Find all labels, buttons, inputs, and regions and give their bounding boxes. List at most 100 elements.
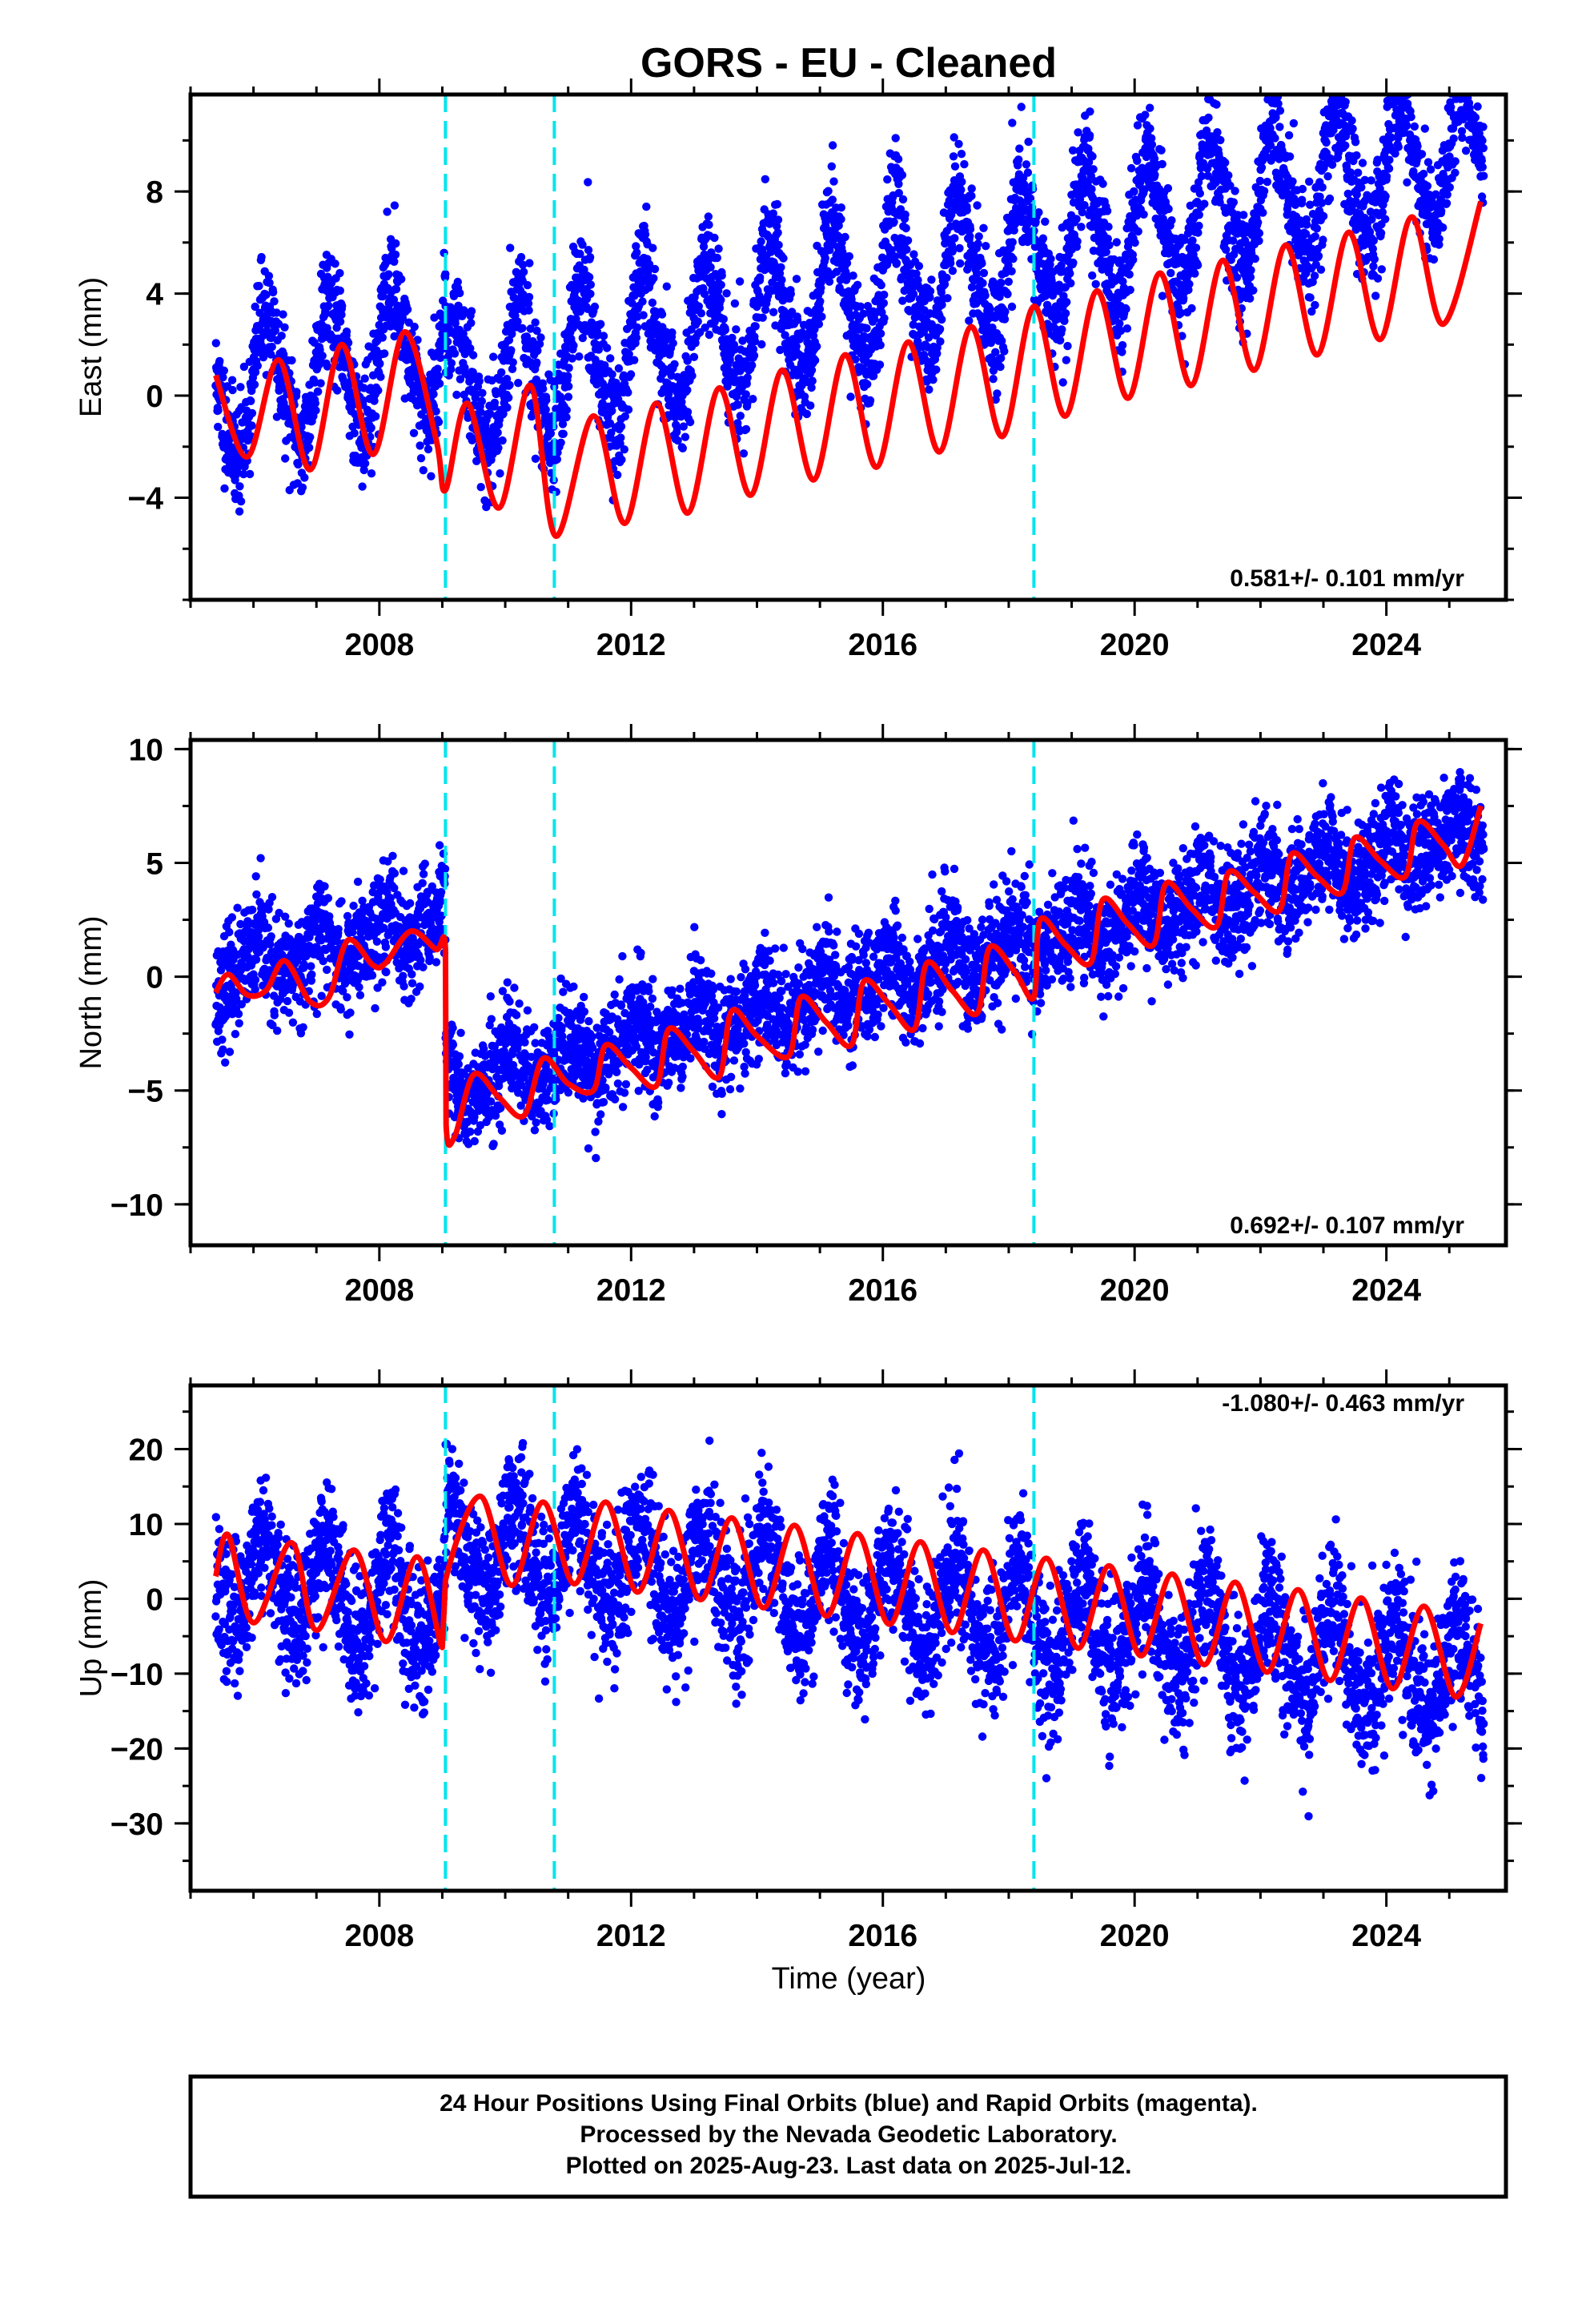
data-point [391, 284, 401, 294]
rate-annotation: 0.581+/- 0.101 mm/yr [1230, 565, 1464, 592]
data-point [813, 342, 821, 351]
data-point [876, 329, 885, 338]
data-point [403, 305, 412, 314]
data-point [1391, 82, 1399, 90]
data-point [1395, 72, 1403, 80]
data-point [1023, 168, 1033, 177]
data-point [607, 428, 616, 437]
data-point [1426, 165, 1435, 174]
data-point [1000, 347, 1009, 356]
data-point [267, 350, 275, 359]
plot-frame [188, 92, 1508, 602]
data-point [255, 308, 264, 317]
data-point [485, 408, 494, 417]
data-point [1129, 255, 1138, 264]
data-point [1195, 221, 1203, 231]
data-point [526, 324, 535, 333]
data-point [1146, 103, 1154, 112]
data-point [865, 396, 875, 405]
data-point [280, 323, 289, 332]
data-point [294, 460, 303, 469]
data-point [926, 287, 935, 296]
data-point [816, 297, 825, 306]
data-point [1058, 325, 1066, 334]
data-point [883, 175, 892, 184]
data-point [938, 315, 946, 324]
data-point [451, 319, 460, 328]
data-point [430, 313, 439, 322]
data-point [736, 412, 745, 420]
data-point [489, 352, 498, 361]
data-point [1255, 236, 1263, 245]
data-point [1130, 187, 1138, 196]
data-point [1341, 98, 1350, 107]
data-point [270, 297, 279, 306]
data-point [253, 361, 262, 370]
data-point [1456, 66, 1464, 74]
data-point [287, 356, 296, 365]
data-point [1423, 158, 1433, 167]
data-point [272, 308, 281, 317]
data-point [893, 155, 903, 163]
data-point [1384, 164, 1394, 173]
data-point [741, 390, 750, 399]
data-point [1275, 107, 1285, 115]
data-point [1401, 67, 1409, 75]
data-point [1259, 208, 1267, 217]
data-point [1442, 199, 1452, 207]
data-point [1200, 199, 1209, 208]
data-point [1354, 168, 1363, 177]
data-point [498, 436, 507, 445]
data-point [1369, 262, 1378, 271]
data-point [235, 507, 244, 516]
data-point [456, 288, 464, 298]
data-point [594, 345, 603, 354]
data-point [982, 242, 990, 251]
data-point [419, 466, 428, 475]
data-point [375, 359, 384, 368]
data-point [1466, 74, 1474, 82]
data-point [1429, 255, 1439, 264]
data-point [748, 361, 757, 370]
data-point [649, 274, 658, 283]
data-point [1381, 215, 1390, 223]
data-point [532, 358, 541, 367]
data-point [525, 259, 534, 267]
data-point [1255, 229, 1264, 238]
data-point [234, 1009, 243, 1019]
data-point [270, 1011, 279, 1019]
data-point [503, 403, 512, 412]
data-point [1166, 268, 1175, 278]
data-point [1460, 66, 1468, 74]
data-point [1126, 163, 1136, 173]
data-point [1419, 169, 1428, 179]
data-point [1435, 235, 1443, 243]
data-point [1207, 44, 1215, 52]
data-point [1373, 274, 1383, 283]
data-point [256, 854, 265, 862]
data-point [1141, 111, 1150, 119]
data-point [247, 421, 256, 430]
data-point [255, 281, 263, 291]
data-point [1387, 84, 1395, 92]
data-point [730, 299, 740, 308]
data-point [786, 289, 795, 299]
data-point [639, 311, 648, 320]
data-point [841, 232, 849, 242]
data-point [1402, 121, 1411, 131]
data-point [585, 253, 595, 262]
data-point [267, 342, 276, 352]
data-point [1158, 159, 1166, 169]
data-point [504, 393, 513, 402]
data-point [1462, 28, 1470, 36]
data-point [1404, 48, 1412, 56]
data-point [305, 443, 314, 452]
data-point [1069, 258, 1078, 267]
data-point [642, 202, 651, 211]
data-point [950, 162, 960, 171]
data-point [1449, 134, 1458, 143]
data-point [360, 374, 369, 383]
data-point [562, 405, 571, 415]
data-point [997, 279, 1006, 287]
data-point [264, 271, 274, 280]
